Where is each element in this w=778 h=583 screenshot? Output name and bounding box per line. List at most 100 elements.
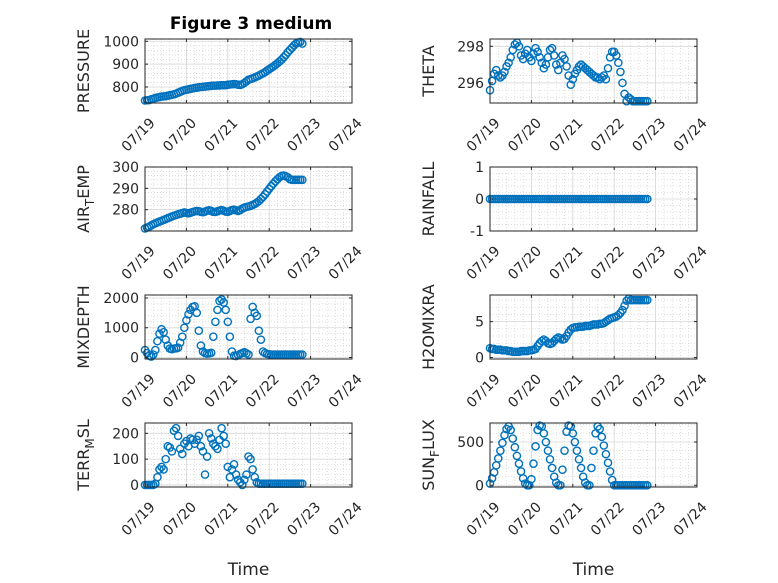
data-point: [184, 310, 193, 319]
data-point: [217, 423, 226, 433]
data-point: [161, 454, 170, 464]
data-point: [508, 434, 518, 443]
data-point: [148, 350, 158, 359]
y-axis-label-tail: LUX: [419, 419, 438, 450]
data-point: [213, 444, 222, 454]
data-point: [167, 447, 177, 456]
data-point: [618, 305, 627, 315]
data-point: [211, 317, 220, 327]
data-point: [529, 459, 538, 468]
y-tick-label: 300: [112, 160, 139, 176]
data-point: [510, 442, 520, 452]
data-point: [240, 475, 249, 485]
data-point: [572, 446, 582, 455]
data-point: [531, 442, 540, 451]
y-tick-label: 100: [112, 452, 139, 468]
y-tick-label: 1000: [103, 321, 139, 337]
data-point: [622, 296, 631, 306]
data-point: [206, 434, 216, 443]
data-point: [568, 429, 578, 438]
x-axis-label: Time: [227, 560, 270, 580]
axes-box: [489, 294, 698, 360]
data-point: [231, 470, 241, 479]
figure-title: Figure 3 medium: [170, 14, 332, 34]
y-tick-label: 1: [475, 160, 484, 176]
data-point: [155, 329, 164, 339]
data-point: [219, 298, 228, 307]
data-point: [177, 449, 187, 459]
data-point: [298, 175, 307, 185]
data-point: [279, 52, 288, 62]
data-point: [643, 194, 652, 204]
y-tick-label: 800: [112, 80, 139, 96]
data-point: [171, 423, 181, 433]
y-tick-label: 500: [457, 435, 484, 451]
data-point: [155, 465, 164, 474]
y-axis-label-main: H2OMIXRA: [419, 284, 438, 370]
y-axis-label-tail: EMP: [74, 165, 93, 199]
data-point: [496, 73, 505, 82]
data-point: [587, 463, 596, 473]
data-point: [258, 192, 268, 202]
y-tick-label: -1: [470, 224, 484, 240]
data-point: [213, 305, 222, 315]
data-point: [211, 441, 220, 451]
data-point: [298, 39, 307, 48]
axes-box: [144, 294, 353, 360]
axes-box: [144, 166, 353, 232]
data-point: [498, 438, 507, 448]
y-tick-label: 200: [112, 426, 139, 442]
data-point: [514, 42, 524, 51]
data-point: [237, 480, 247, 490]
data-point: [254, 326, 264, 336]
data-point: [576, 463, 586, 473]
data-point: [599, 441, 609, 450]
data-point: [151, 345, 160, 355]
data-series: [140, 423, 307, 490]
data-point: [219, 431, 228, 441]
data-point: [173, 343, 183, 352]
data-point: [221, 439, 231, 448]
data-series: [485, 421, 652, 490]
data-point: [514, 459, 524, 468]
data-point: [250, 472, 260, 482]
data-point: [643, 480, 652, 490]
data-point: [601, 449, 611, 459]
data-point: [244, 350, 253, 359]
data-point: [223, 317, 233, 327]
data-point: [198, 447, 208, 456]
data-point: [500, 67, 509, 77]
data-point: [539, 429, 549, 438]
data-point: [603, 458, 613, 468]
y-tick-label: 0: [130, 478, 139, 494]
y-axis-label-main: PRESSURE: [74, 29, 93, 113]
data-point: [225, 332, 235, 341]
data-series: [140, 171, 307, 233]
data-point: [595, 424, 605, 434]
data-point: [173, 431, 183, 441]
data-point: [512, 451, 522, 461]
data-point: [543, 446, 553, 455]
data-series: [485, 194, 652, 204]
data-point: [585, 480, 594, 490]
y-axis-label-subscript: T: [83, 198, 97, 207]
data-point: [493, 71, 503, 80]
x-axis-label: Time: [572, 560, 615, 580]
data-point: [535, 52, 544, 62]
data-point: [256, 335, 266, 344]
data-point: [206, 348, 216, 358]
data-point: [556, 480, 565, 490]
data-point: [248, 465, 257, 474]
y-axis-label-main: TERR: [74, 449, 93, 492]
data-point: [502, 424, 511, 434]
y-axis-label: TERRMSL: [74, 419, 97, 492]
y-tick-label: 296: [457, 76, 484, 92]
data-point: [614, 58, 623, 68]
data-point: [146, 352, 156, 361]
data-point: [233, 475, 243, 485]
data-point: [562, 62, 571, 71]
data-point: [177, 332, 187, 341]
data-series: [485, 294, 652, 357]
y-tick-label: 5: [475, 315, 484, 331]
